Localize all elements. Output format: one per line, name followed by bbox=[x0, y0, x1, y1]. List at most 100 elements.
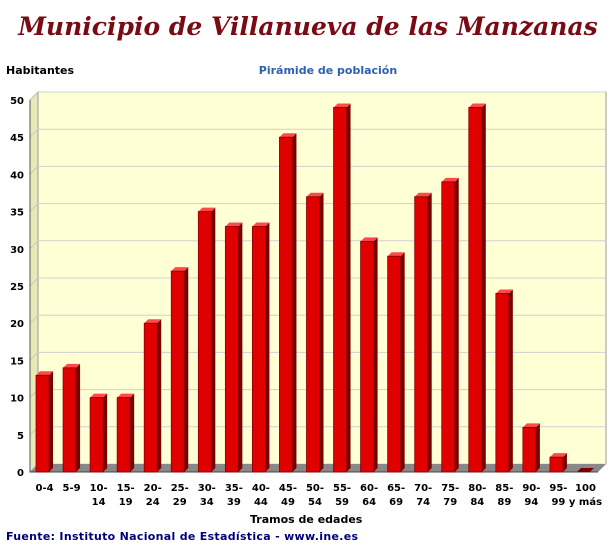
bar-side bbox=[292, 133, 297, 472]
x-tick-label: 15-19 bbox=[117, 483, 135, 508]
bar-front bbox=[387, 255, 402, 473]
gridline-diag bbox=[29, 91, 39, 101]
gridline-diag bbox=[29, 240, 39, 250]
bar-side bbox=[238, 222, 243, 472]
x-tick-label: 5-9 bbox=[63, 483, 81, 494]
y-tick-label: 40 bbox=[10, 170, 24, 181]
bar-side bbox=[481, 103, 486, 472]
y-axis-label: Habitantes bbox=[6, 64, 75, 77]
bar bbox=[224, 222, 243, 473]
bar bbox=[116, 393, 135, 473]
x-tick-label: 80-84 bbox=[468, 483, 486, 508]
gridline-diag bbox=[29, 352, 39, 361]
x-tick-label: 85-89 bbox=[495, 483, 513, 508]
bar bbox=[360, 237, 378, 473]
bar-top bbox=[63, 363, 81, 368]
source-credit: Fuente: Instituto Nacional de Estadístic… bbox=[6, 530, 359, 543]
bar-top bbox=[387, 252, 405, 257]
bar-front bbox=[306, 196, 320, 473]
bar bbox=[576, 468, 594, 472]
gridline-diag bbox=[29, 166, 39, 175]
x-tick-label: 75-79 bbox=[441, 483, 459, 508]
y-tick-label: 35 bbox=[10, 208, 24, 219]
bar bbox=[62, 363, 81, 473]
x-tick-label: 90-94 bbox=[522, 483, 540, 508]
x-tick-label: 60-64 bbox=[360, 483, 378, 508]
page-title: Municipio de Villanueva de las Manzanas bbox=[18, 12, 598, 41]
bar bbox=[549, 453, 567, 473]
x-tick-label: 55-59 bbox=[333, 483, 351, 508]
bar-side bbox=[130, 393, 135, 472]
bar bbox=[197, 207, 216, 473]
bar-side bbox=[535, 423, 540, 472]
x-tick-label: 70-74 bbox=[414, 483, 432, 508]
gridline-diag bbox=[29, 203, 39, 212]
bar-front bbox=[495, 293, 510, 473]
bar-front bbox=[170, 270, 185, 473]
bar-side bbox=[427, 192, 432, 472]
bar-side bbox=[400, 252, 405, 472]
bar bbox=[387, 252, 405, 473]
bar-front bbox=[89, 397, 104, 473]
x-tick-label: 100 y más bbox=[569, 483, 602, 508]
bar bbox=[143, 319, 162, 473]
bar bbox=[279, 133, 297, 473]
bar bbox=[170, 267, 189, 473]
y-tick-label: 15 bbox=[10, 356, 24, 367]
bar bbox=[414, 192, 432, 473]
bar-front bbox=[197, 211, 212, 473]
chart-title: Pirámide de población bbox=[258, 64, 398, 77]
bar-front bbox=[279, 136, 293, 473]
bar-top bbox=[522, 423, 540, 428]
bar-side bbox=[211, 207, 216, 472]
x-tick-label: 30-34 bbox=[198, 483, 216, 508]
bar bbox=[89, 393, 108, 473]
bar-top bbox=[414, 192, 432, 197]
bar bbox=[441, 177, 459, 473]
bar-top bbox=[549, 453, 567, 458]
bar-front bbox=[468, 107, 483, 473]
bar-top bbox=[333, 103, 351, 108]
gridline-diag bbox=[29, 277, 39, 287]
bar-side bbox=[184, 267, 189, 472]
x-tick-label: 0-4 bbox=[35, 483, 53, 494]
bar bbox=[252, 222, 270, 473]
bar-side bbox=[508, 289, 513, 472]
bar-side bbox=[346, 103, 351, 472]
bar-front bbox=[116, 397, 131, 473]
bar-top bbox=[90, 393, 108, 398]
bar-flat bbox=[576, 468, 594, 472]
y-tick-label: 10 bbox=[10, 394, 24, 405]
bar bbox=[468, 103, 486, 473]
bar-top bbox=[225, 222, 243, 227]
bar-side bbox=[373, 237, 378, 472]
y-tick-label: 45 bbox=[10, 133, 24, 144]
bar bbox=[306, 192, 324, 473]
bar-top bbox=[36, 371, 54, 376]
bar-side bbox=[76, 363, 81, 472]
x-tick-label: 25-29 bbox=[171, 483, 189, 508]
y-tick-label: 20 bbox=[10, 319, 24, 330]
y-tick-label: 50 bbox=[10, 96, 24, 107]
bar-front bbox=[224, 226, 239, 473]
x-tick-label: 95-99 bbox=[549, 483, 567, 508]
bar-side bbox=[454, 177, 459, 472]
bar-front bbox=[143, 322, 158, 473]
x-tick-label: 65-69 bbox=[387, 483, 405, 508]
bar-top bbox=[117, 393, 135, 398]
bar-front bbox=[522, 426, 537, 473]
y-tick-label: 5 bbox=[17, 431, 24, 442]
bar-side bbox=[319, 192, 324, 472]
bar-side bbox=[49, 371, 54, 472]
bar bbox=[495, 289, 513, 473]
y-tick-label: 30 bbox=[10, 245, 24, 256]
x-tick-label: 10-14 bbox=[90, 483, 108, 508]
gridline-diag bbox=[29, 128, 39, 138]
x-axis-label: Tramos de edades bbox=[250, 513, 363, 526]
bar-front bbox=[333, 107, 347, 473]
bar bbox=[522, 423, 540, 473]
bar-top bbox=[468, 103, 486, 108]
bar bbox=[35, 371, 54, 473]
y-tick-label: 0 bbox=[17, 468, 24, 479]
